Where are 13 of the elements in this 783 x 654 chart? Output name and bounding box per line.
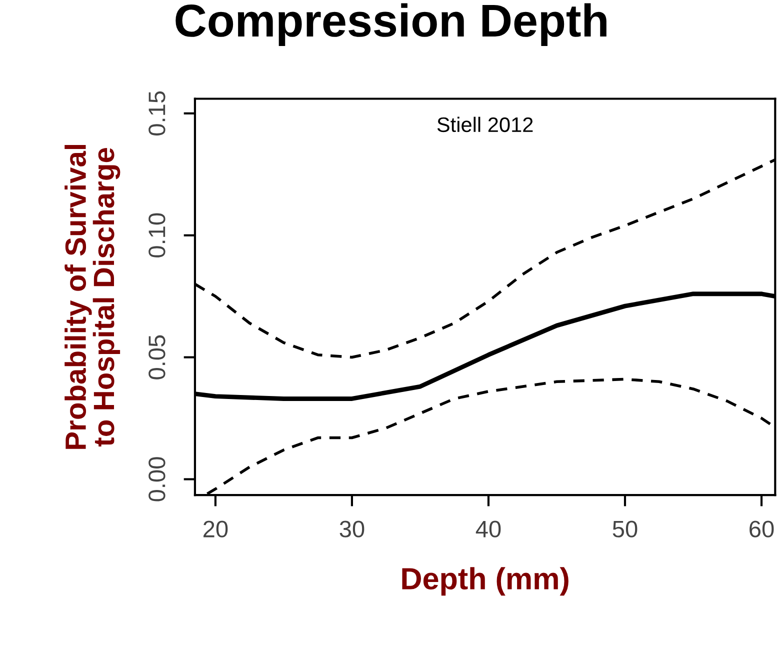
x-tick-label: 20 (204, 520, 228, 538)
annotation: Stiell 2012 (437, 116, 533, 132)
chart-title: Compression Depth (176, 3, 606, 46)
y-tick-label: 0.00 (148, 457, 166, 502)
x-axis-title: Depth (mm) (402, 567, 568, 596)
y-axis-title: Probability of Survival to Hospital Discharge (64, 145, 120, 449)
x-tick-label: 50 (612, 520, 638, 538)
x-tick-label: 40 (476, 520, 501, 538)
y-tick-label: 0.10 (148, 213, 166, 258)
x-tick-label: 60 (750, 520, 774, 538)
y-tick-label: 0.15 (148, 91, 166, 136)
y-tick-label: 0.05 (148, 335, 166, 380)
x-tick-label: 30 (340, 520, 364, 538)
